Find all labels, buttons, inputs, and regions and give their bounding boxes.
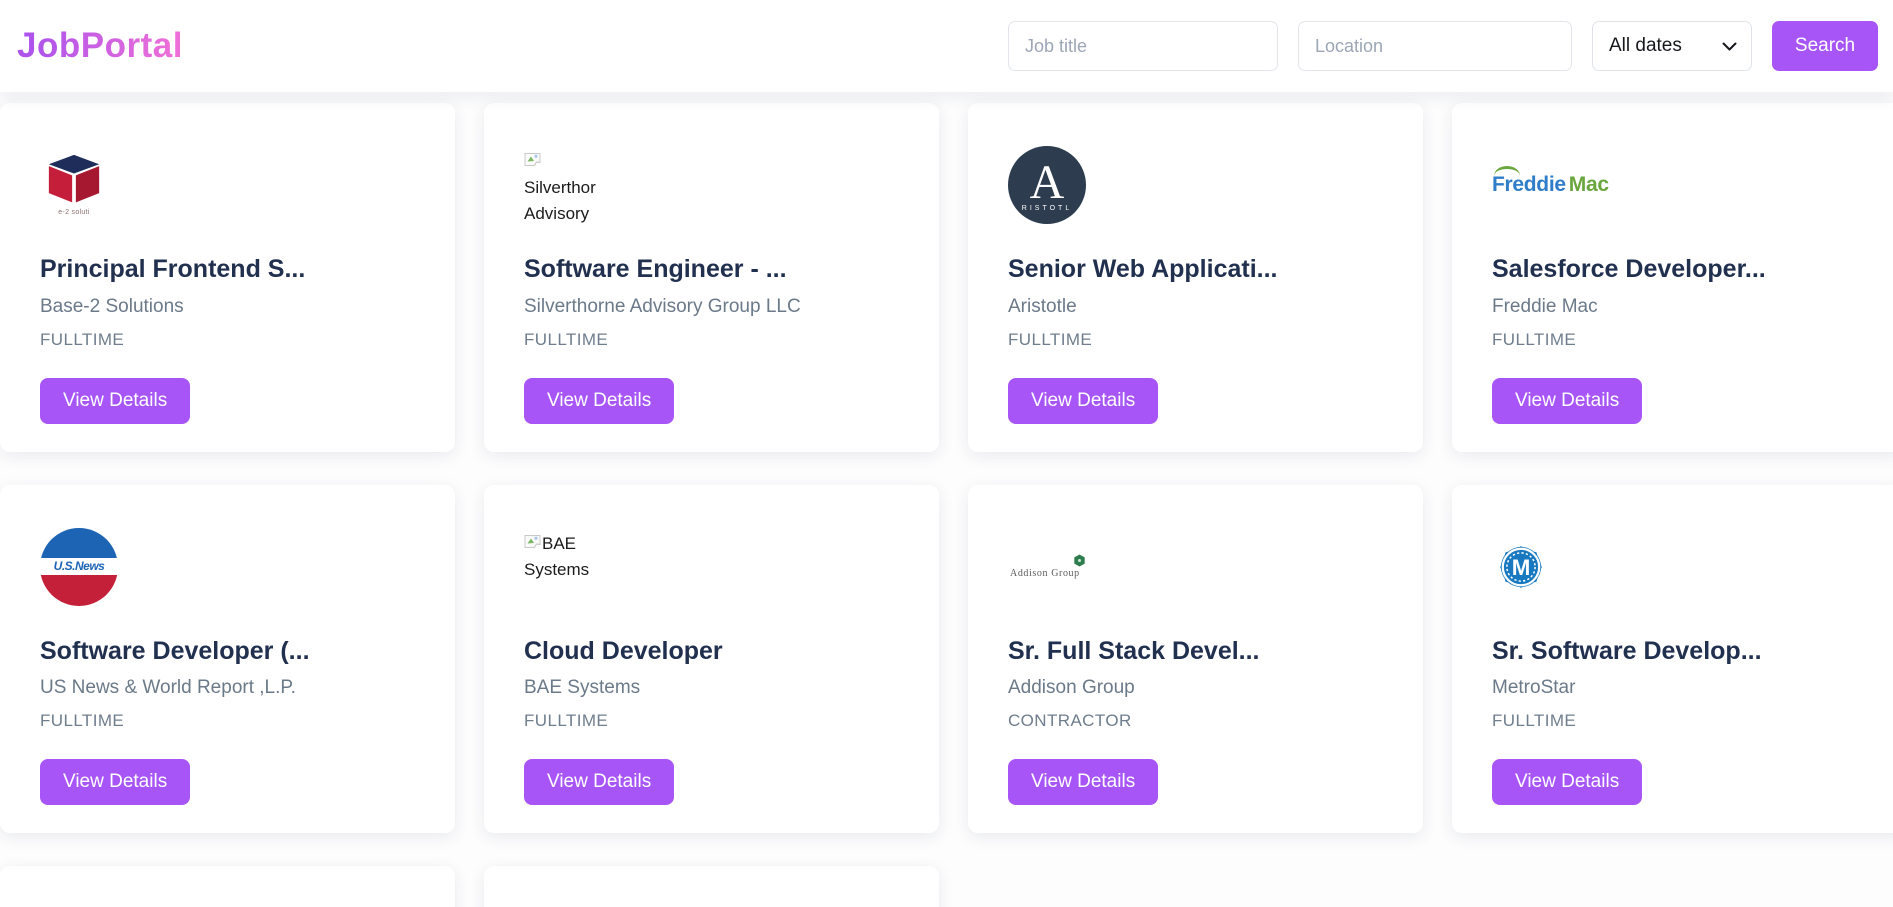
job-title: Software Developer (... [40,636,310,665]
job-card: M Sr. Software Develop... MetroStar FULL… [1452,484,1893,833]
job-title: Principal Frontend S... [40,255,306,283]
svg-text:M: M [1512,555,1531,580]
company-logo: U.S.News [40,527,415,606]
location-input[interactable] [1298,21,1572,71]
company-logo: e-2 soluti [40,147,415,223]
job-card: TMC [484,866,939,907]
company-name: Addison Group [1008,677,1135,698]
job-type-badge: FULLTIME [1492,711,1577,730]
job-type-badge: FULLTIME [1008,329,1093,349]
company-logo: Silverthorne Advisory [524,147,899,223]
company-name: MetroStar [1492,677,1576,698]
job-title: Senior Web Applicati... [1008,255,1278,283]
metrostar-logo: M [1492,538,1550,596]
addison-hex-icon [1074,554,1085,567]
company-name: US News & World Report ,L.P. [40,677,296,698]
job-card: Freddie Mac Salesforce Developer... Fredd… [1452,103,1893,452]
company-name: Base-2 Solutions [40,295,184,317]
company-name: BAE Systems [524,677,641,698]
job-type-badge: CONTRACTOR [1008,711,1132,730]
job-grid: e-2 soluti Principal Frontend S... Base-… [0,103,1893,907]
job-card: Addison Group Sr. Full Stack Devel... Ad… [968,484,1423,833]
addison-group-logo: Addison Group [1010,554,1085,579]
view-details-button[interactable]: View Details [1492,377,1643,424]
job-type-badge: FULLTIME [40,711,125,730]
broken-image-icon [524,534,541,548]
app-logo[interactable]: JobPortal [17,26,183,65]
company-logo: M [1492,529,1867,605]
usnews-logo: U.S.News [40,527,118,606]
date-filter-select[interactable]: All dates [1592,21,1752,71]
view-details-button[interactable]: View Details [40,377,191,424]
company-logo: Freddie Mac [1492,147,1867,223]
company-logo: A RISTOTL [1008,146,1383,224]
job-title: Sr. Software Develop... [1492,636,1762,665]
chevron-down-icon [1722,42,1737,51]
broken-image-alt: Silverthorne Advisory [524,149,596,227]
base2-cube-logo: e-2 soluti [46,154,102,216]
job-card: PCI [0,866,455,907]
job-title: Cloud Developer [524,636,723,665]
aristotle-logo: A RISTOTL [1008,146,1086,224]
cube-icon [48,154,100,203]
job-card: e-2 soluti Principal Frontend S... Base-… [0,103,455,452]
freddie-mac-logo: Freddie Mac [1492,166,1609,197]
job-type-badge: FULLTIME [524,711,609,730]
search-bar: All dates Search [1008,21,1878,71]
job-title: Software Engineer - ... [524,255,787,283]
search-button[interactable]: Search [1772,21,1878,71]
job-title: Salesforce Developer... [1492,255,1766,283]
job-type-badge: FULLTIME [524,329,609,349]
job-type-badge: FULLTIME [40,329,125,349]
job-card: A RISTOTL Senior Web Applicati... Aristot… [968,103,1423,452]
broken-image-icon [524,153,541,166]
view-details-button[interactable]: View Details [524,759,675,805]
broken-image-alt: BAE Systems [524,533,590,579]
company-name: Aristotle [1008,295,1077,317]
date-filter-value: All dates [1609,35,1682,56]
app-header: JobPortal All dates Search [0,0,1893,92]
job-card: BAE Systems Cloud Developer BAE Systems … [484,484,939,833]
job-title-input[interactable] [1008,21,1278,71]
job-type-badge: FULLTIME [1492,329,1577,349]
view-details-button[interactable]: View Details [1492,759,1643,805]
view-details-button[interactable]: View Details [524,377,675,424]
company-name: Silverthorne Advisory Group LLC [524,295,801,317]
company-name: Freddie Mac [1492,295,1598,317]
view-details-button[interactable]: View Details [40,759,191,805]
job-card: Silverthorne Advisory Software Engineer … [484,103,939,452]
metrostar-badge-icon: M [1500,545,1542,588]
job-card: U.S.News Software Developer (... US News… [0,484,455,833]
company-logo: BAE Systems [524,529,899,605]
company-logo: Addison Group [1008,529,1383,605]
job-title: Sr. Full Stack Devel... [1008,636,1260,665]
view-details-button[interactable]: View Details [1008,759,1159,805]
view-details-button[interactable]: View Details [1008,377,1159,424]
freddie-arc-icon [1494,166,1520,176]
